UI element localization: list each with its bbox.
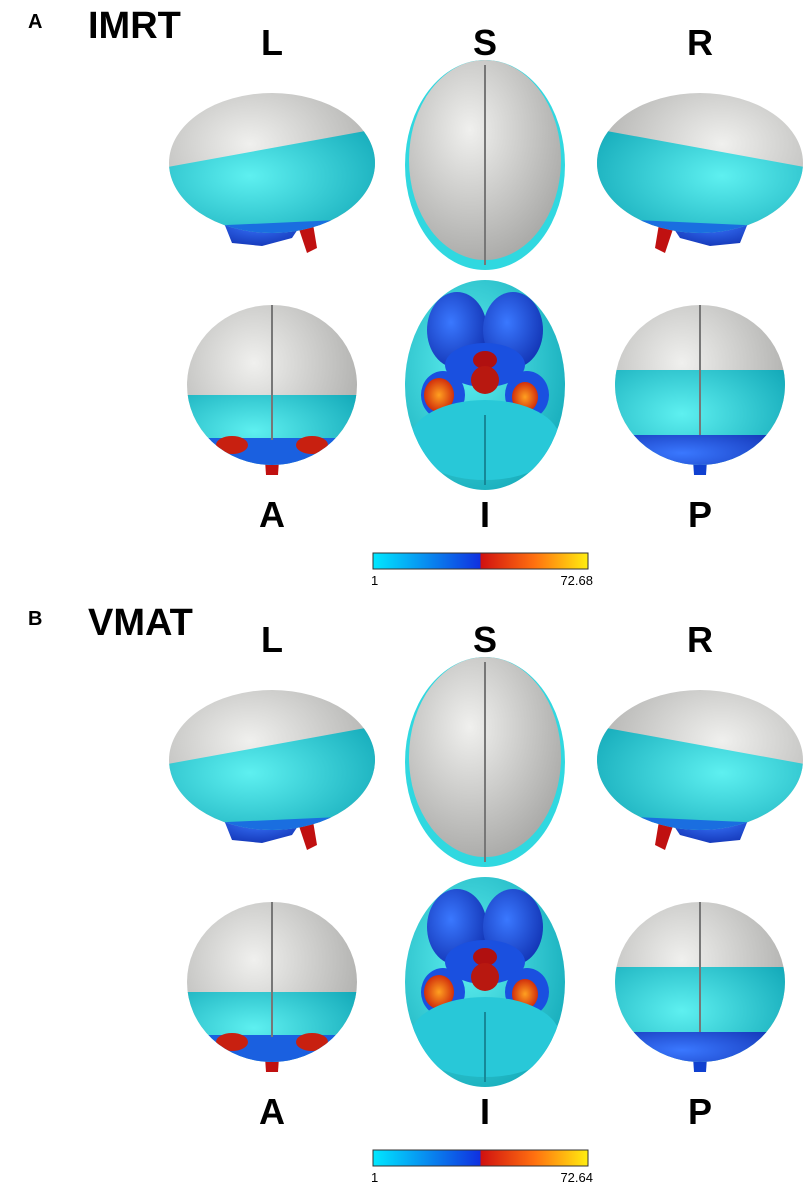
view-label: I — [480, 1091, 490, 1132]
panel-title: IMRT — [88, 5, 181, 47]
brain-posterior — [610, 300, 790, 480]
colorbar-min: 1 — [371, 1170, 378, 1182]
brain-superior — [403, 655, 567, 869]
brain-anterior — [182, 300, 362, 485]
view-label: S — [473, 22, 497, 63]
brain-inferior — [403, 278, 567, 492]
brain-anterior — [182, 897, 362, 1082]
panel: B VMAT L S R A I P 1 72.64 — [28, 602, 810, 1182]
view-label: P — [688, 494, 712, 535]
brain-right — [590, 88, 810, 253]
brain-superior — [403, 58, 567, 272]
colorbar — [372, 1149, 589, 1167]
view-label: A — [259, 494, 285, 535]
panels: A IMRT L S R A I P 1 72.68 B VMAT L S R A I P 1 72.64 — [28, 5, 810, 1182]
colorbar-max: 72.68 — [560, 573, 593, 588]
view-label: R — [687, 22, 713, 63]
brain-left — [162, 685, 382, 850]
brain-right — [590, 685, 810, 850]
colorbar — [372, 552, 589, 570]
view-label: S — [473, 619, 497, 660]
view-label: L — [261, 22, 283, 63]
brain-posterior — [610, 897, 790, 1077]
view-label: I — [480, 494, 490, 535]
panel-title: VMAT — [88, 602, 193, 644]
view-label: A — [259, 1091, 285, 1132]
panel: A IMRT L S R A I P 1 72.68 — [28, 5, 810, 588]
view-label: R — [687, 619, 713, 660]
brain-inferior — [403, 875, 567, 1089]
view-label: P — [688, 1091, 712, 1132]
panel-label: A — [28, 11, 42, 33]
panel-label: B — [28, 608, 42, 630]
view-label: L — [261, 619, 283, 660]
brain-left — [162, 88, 382, 253]
colorbar-min: 1 — [371, 573, 378, 588]
colorbar-max: 72.64 — [560, 1170, 593, 1182]
